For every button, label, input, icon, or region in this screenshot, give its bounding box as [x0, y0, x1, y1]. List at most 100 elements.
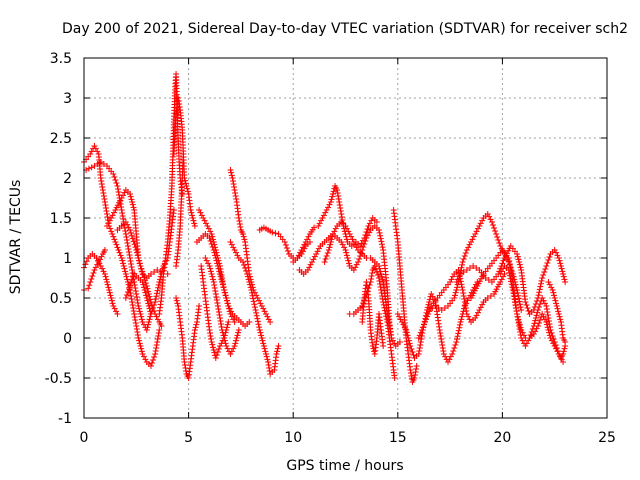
- data-point-marker: [142, 289, 149, 296]
- data-point-marker: [120, 192, 127, 199]
- data-point-marker: [548, 284, 555, 291]
- data-point-marker: [546, 329, 553, 336]
- data-point-marker: [260, 340, 267, 347]
- data-point-marker: [406, 340, 413, 347]
- data-point-marker: [352, 264, 359, 271]
- series-trace-b: [83, 159, 154, 333]
- data-point-marker: [250, 295, 257, 302]
- data-point-marker: [361, 241, 368, 247]
- data-point-marker: [138, 348, 145, 355]
- data-point-marker: [256, 324, 263, 331]
- data-point-marker: [108, 228, 115, 235]
- data-point-marker: [413, 363, 420, 369]
- data-point-marker: [121, 265, 128, 272]
- data-point-marker: [555, 308, 562, 315]
- data-point-marker: [240, 233, 247, 240]
- data-point-marker: [180, 151, 187, 157]
- data-point-marker: [429, 305, 436, 311]
- data-point-marker: [231, 319, 238, 325]
- data-point-marker: [366, 220, 373, 227]
- data-point-marker: [451, 345, 458, 351]
- data-point-marker: [145, 319, 152, 325]
- data-point-marker: [134, 297, 141, 303]
- data-point-marker: [152, 296, 159, 303]
- data-point-marker: [125, 246, 132, 252]
- data-point-marker: [98, 181, 105, 187]
- data-point-marker: [111, 236, 118, 243]
- data-point-marker: [147, 363, 154, 369]
- data-point-marker: [131, 241, 138, 248]
- data-point-marker: [206, 235, 213, 241]
- series-trace-m: [196, 207, 253, 329]
- data-point-marker: [140, 271, 147, 278]
- data-point-marker: [297, 249, 304, 256]
- data-point-marker: [466, 241, 473, 248]
- data-point-marker: [294, 255, 301, 261]
- data-point-marker: [358, 240, 365, 247]
- data-point-marker: [562, 279, 569, 285]
- data-point-marker: [452, 289, 459, 296]
- data-point-marker: [134, 332, 141, 338]
- data-point-marker: [129, 299, 136, 305]
- data-point-marker: [378, 241, 385, 248]
- data-point-marker: [378, 271, 385, 277]
- data-point-marker: [147, 311, 154, 317]
- data-point-marker: [451, 295, 458, 301]
- data-point-marker: [216, 263, 223, 269]
- data-point-marker: [527, 332, 534, 338]
- data-point-marker: [336, 202, 343, 208]
- data-point-marker: [506, 269, 513, 276]
- data-point-marker: [476, 223, 483, 229]
- data-point-marker: [470, 263, 477, 269]
- data-point-marker: [462, 250, 469, 256]
- data-point-marker: [349, 236, 356, 243]
- data-point-marker: [136, 260, 143, 267]
- data-point-marker: [377, 268, 384, 275]
- data-point-marker: [266, 365, 273, 371]
- data-point-marker: [362, 238, 369, 244]
- data-point-marker: [225, 319, 232, 325]
- data-point-marker: [100, 190, 107, 196]
- data-point-marker: [193, 321, 200, 328]
- data-point-marker: [320, 212, 327, 219]
- data-point-marker: [88, 164, 95, 171]
- data-point-marker: [514, 251, 521, 257]
- data-point-marker: [233, 335, 240, 341]
- data-point-marker: [154, 287, 161, 294]
- data-point-marker: [254, 315, 261, 322]
- data-point-marker: [134, 252, 141, 259]
- data-point-marker: [407, 343, 414, 349]
- data-point-marker: [189, 212, 196, 219]
- data-point-marker: [366, 229, 373, 236]
- data-point-marker: [138, 345, 145, 352]
- data-point-marker: [265, 316, 272, 323]
- y-tick-label: 3: [63, 91, 72, 107]
- data-point-marker: [158, 323, 165, 329]
- data-point-marker: [424, 313, 431, 320]
- data-point-marker: [383, 316, 390, 323]
- data-point-marker: [232, 190, 239, 196]
- data-point-marker: [549, 287, 556, 293]
- data-point-marker: [509, 284, 516, 291]
- data-point-marker: [104, 214, 111, 220]
- data-point-marker: [207, 228, 214, 235]
- data-point-marker: [318, 217, 325, 224]
- data-point-marker: [415, 335, 422, 341]
- data-point-marker: [517, 324, 524, 331]
- data-point-marker: [314, 248, 321, 255]
- series-trace-ad: [497, 263, 569, 361]
- data-point-marker: [120, 263, 127, 269]
- data-point-marker: [477, 220, 484, 227]
- data-point-marker: [534, 307, 541, 313]
- data-point-marker: [327, 199, 334, 205]
- data-point-marker: [536, 320, 543, 326]
- data-point-marker: [223, 327, 230, 333]
- data-point-marker: [132, 285, 139, 291]
- data-point-marker: [544, 312, 551, 318]
- data-point-marker: [454, 281, 461, 288]
- data-point-marker: [128, 280, 135, 286]
- data-point-marker: [102, 202, 109, 208]
- data-point-marker: [104, 223, 111, 229]
- data-point-marker: [301, 241, 308, 248]
